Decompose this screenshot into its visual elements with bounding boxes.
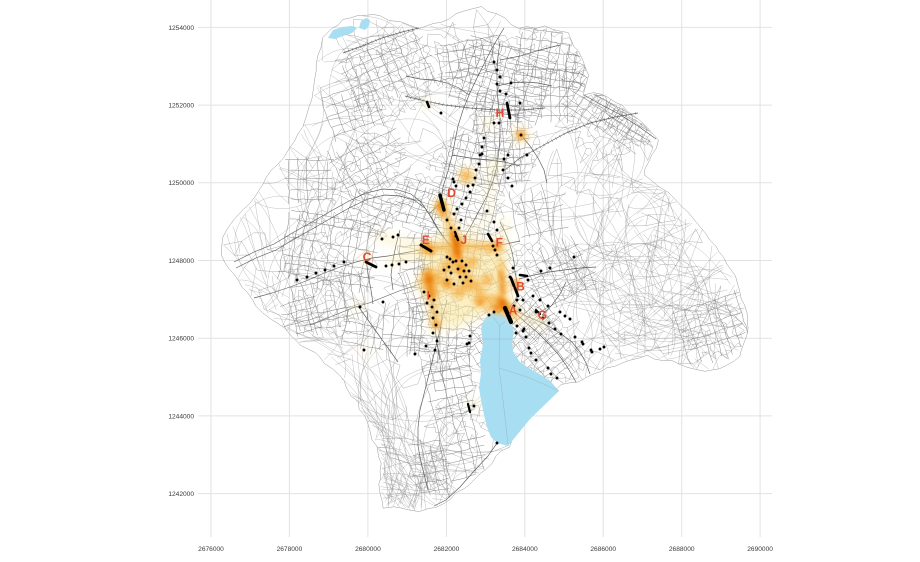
svg-text:A: A (509, 304, 518, 318)
svg-text:H: H (496, 106, 505, 120)
svg-text:1242000: 1242000 (168, 491, 194, 498)
svg-text:2686000: 2686000 (590, 546, 616, 553)
svg-text:2690000: 2690000 (747, 546, 773, 553)
svg-text:F: F (496, 236, 503, 250)
svg-text:1246000: 1246000 (168, 336, 194, 343)
svg-text:B: B (516, 280, 525, 294)
svg-text:1252000: 1252000 (168, 103, 194, 110)
svg-text:1244000: 1244000 (168, 413, 194, 420)
svg-text:2676000: 2676000 (198, 546, 224, 553)
svg-text:J: J (461, 233, 468, 247)
svg-text:I: I (427, 288, 430, 302)
svg-text:1254000: 1254000 (168, 25, 194, 32)
svg-text:D: D (447, 186, 456, 200)
svg-text:G: G (538, 308, 547, 322)
svg-text:1248000: 1248000 (168, 258, 194, 265)
svg-text:2684000: 2684000 (512, 546, 538, 553)
svg-text:2678000: 2678000 (277, 546, 303, 553)
svg-text:1250000: 1250000 (168, 180, 194, 187)
svg-text:2688000: 2688000 (669, 546, 695, 553)
svg-text:C: C (363, 250, 372, 264)
svg-text:2680000: 2680000 (355, 546, 381, 553)
svg-text:2682000: 2682000 (434, 546, 460, 553)
svg-text:E: E (422, 233, 430, 247)
